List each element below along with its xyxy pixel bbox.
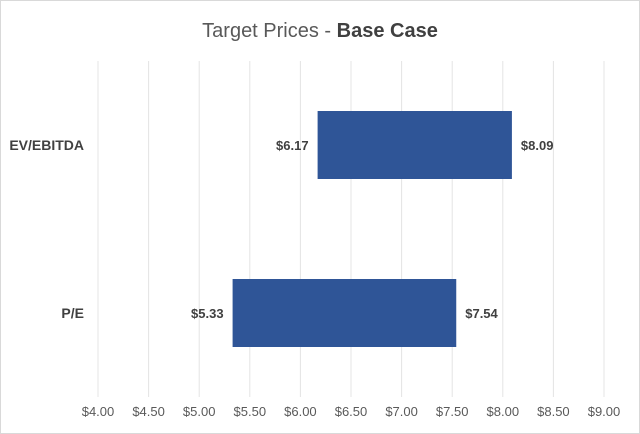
data-label-low: $6.17 bbox=[276, 138, 309, 153]
x-tick-label: $8.00 bbox=[487, 404, 520, 419]
data-label-high: $8.09 bbox=[521, 138, 554, 153]
data-label-low: $5.33 bbox=[191, 306, 224, 321]
x-tick-label: $4.50 bbox=[132, 404, 165, 419]
chart-title: Target Prices - Base Case bbox=[202, 20, 438, 42]
x-tick-label: $7.50 bbox=[436, 404, 469, 419]
category-labels: EV/EBITDA P/E bbox=[9, 137, 84, 321]
x-tick-label: $9.00 bbox=[588, 404, 621, 419]
x-tick-label: $5.00 bbox=[183, 404, 216, 419]
chart-title-emphasis: Base Case bbox=[337, 20, 438, 42]
range-bar bbox=[232, 279, 457, 347]
chart-title-main: Target Prices - bbox=[202, 20, 336, 42]
x-tick-label: $7.00 bbox=[385, 404, 418, 419]
x-tick-label: $8.50 bbox=[537, 404, 570, 419]
category-label: EV/EBITDA bbox=[9, 137, 84, 153]
x-tick-label: $6.00 bbox=[284, 404, 317, 419]
range-bar bbox=[317, 111, 512, 179]
x-tick-label: $4.00 bbox=[82, 404, 115, 419]
data-label-high: $7.54 bbox=[465, 306, 498, 321]
x-axis-tick-labels: $4.00 $4.50 $5.00 $5.50 $6.00 $6.50 $7.00 $7.50… bbox=[82, 404, 621, 419]
x-tick-label: $6.50 bbox=[335, 404, 368, 419]
category-label: P/E bbox=[61, 305, 84, 321]
bars: $6.17 $8.09 $5.33 $7.54 bbox=[191, 111, 553, 347]
x-tick-label: $5.50 bbox=[234, 404, 267, 419]
